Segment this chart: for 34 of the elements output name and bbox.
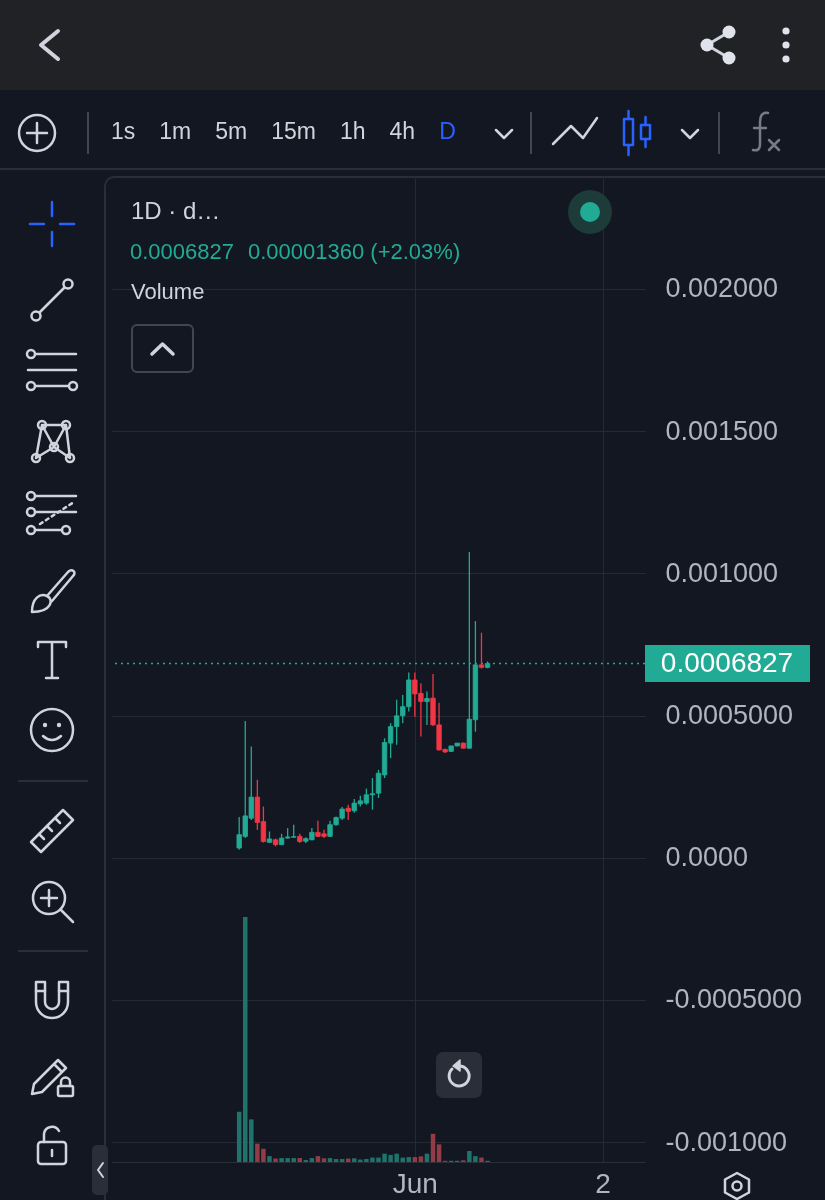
bar — [321, 1158, 327, 1162]
y-tick-label: 0.001000 — [665, 557, 779, 588]
text: 1s — [111, 118, 136, 145]
annotation: 0.00001360 (+2.03%) — [248, 239, 461, 265]
bar — [412, 1157, 418, 1162]
bar — [267, 1156, 272, 1162]
text: 5m — [215, 118, 248, 145]
bar — [273, 1158, 278, 1162]
bar — [339, 1159, 345, 1162]
y-tick-label: 0.002000 — [665, 273, 779, 304]
bar — [479, 1157, 484, 1162]
bar — [333, 1159, 339, 1162]
y-tick-label: 0.001500 — [665, 415, 779, 446]
candlestick — [424, 690, 430, 726]
text: 1m — [159, 118, 192, 145]
text: 15m — [271, 118, 316, 145]
chart-title: Volume — [131, 279, 205, 305]
x-tick-label: 2 — [595, 1167, 611, 1199]
bar — [315, 1156, 321, 1162]
y-tick-label: -0.001000 — [665, 1126, 788, 1157]
bar — [436, 1144, 442, 1162]
text: 1h — [339, 118, 366, 145]
text: 4h — [389, 118, 416, 145]
y-tick-label: -0.0005000 — [665, 984, 803, 1015]
x-tick-label: Jun — [392, 1167, 438, 1199]
ref-line-label: 0.0006827 — [660, 646, 794, 678]
bar — [418, 1156, 424, 1162]
candlestick — [478, 632, 485, 670]
text: 1D · d… — [131, 197, 221, 225]
text: D — [439, 118, 456, 145]
y-tick-label: 0.0005000 — [665, 700, 794, 730]
annotation: 0.0006827 — [130, 239, 234, 265]
bar — [406, 1157, 412, 1162]
y-tick-label: 0.0000 — [665, 842, 749, 873]
